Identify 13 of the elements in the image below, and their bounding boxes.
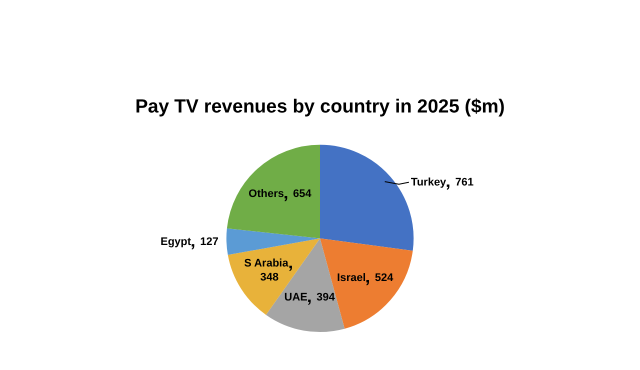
slice-label: Others xyxy=(248,188,284,200)
data-label: 394 xyxy=(316,291,336,304)
data-label: 654 xyxy=(293,188,312,200)
data-label: 761 xyxy=(455,176,474,188)
slice-label: Turkey xyxy=(410,176,448,188)
slice-label: UAE xyxy=(284,291,308,304)
data-label: 348 xyxy=(260,272,279,284)
chart-title: Pay TV revenues by country in 2025 ($m) xyxy=(135,96,505,118)
slice-label: S Arabia xyxy=(244,258,290,270)
slice-label: Israel xyxy=(337,272,366,284)
slice-label: Egypt xyxy=(160,236,192,248)
data-label: 524 xyxy=(374,272,394,284)
data-label: 127 xyxy=(200,236,218,248)
